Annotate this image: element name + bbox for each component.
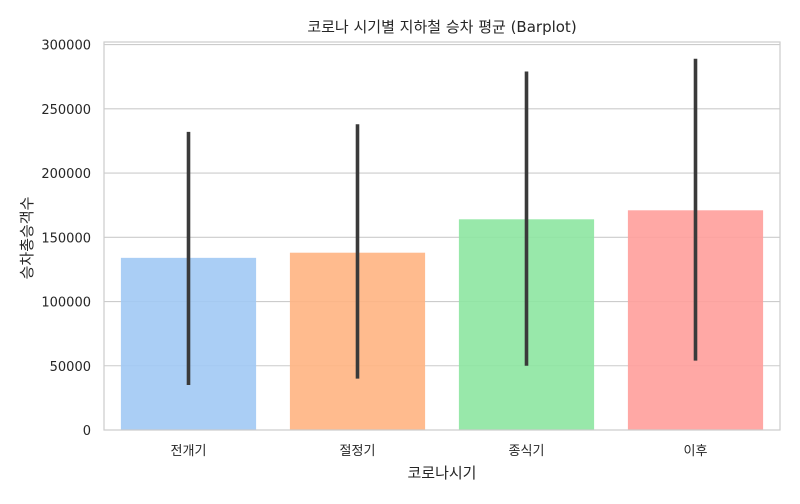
- x-axis-title: 코로나시기: [407, 464, 476, 482]
- y-tick-labels: 0 50000 100000 150000 200000 250000 300000: [41, 39, 91, 439]
- y-axis-title: 승차총승객수: [18, 197, 36, 280]
- y-tick-label: 100000: [41, 296, 91, 311]
- x-tick-label: 이후: [684, 444, 708, 459]
- y-tick-label: 150000: [41, 231, 91, 246]
- plot-frame: [103, 41, 781, 431]
- x-tick-label: 종식기: [509, 444, 545, 459]
- chart-title: 코로나 시기별 지하철 승차 평균 (Barplot): [307, 18, 576, 36]
- y-tick-label: 300000: [41, 39, 91, 54]
- y-tick-label: 200000: [41, 167, 91, 182]
- x-tick-label: 전개기: [171, 444, 207, 459]
- x-tick-label: 절정기: [340, 444, 376, 459]
- error-bars: [186, 58, 698, 386]
- y-tick-label: 50000: [50, 360, 91, 375]
- x-tick-labels: 전개기 절정기 종식기 이후: [171, 444, 708, 459]
- y-tick-label: 250000: [41, 103, 91, 118]
- y-tick-label: 0: [83, 424, 91, 439]
